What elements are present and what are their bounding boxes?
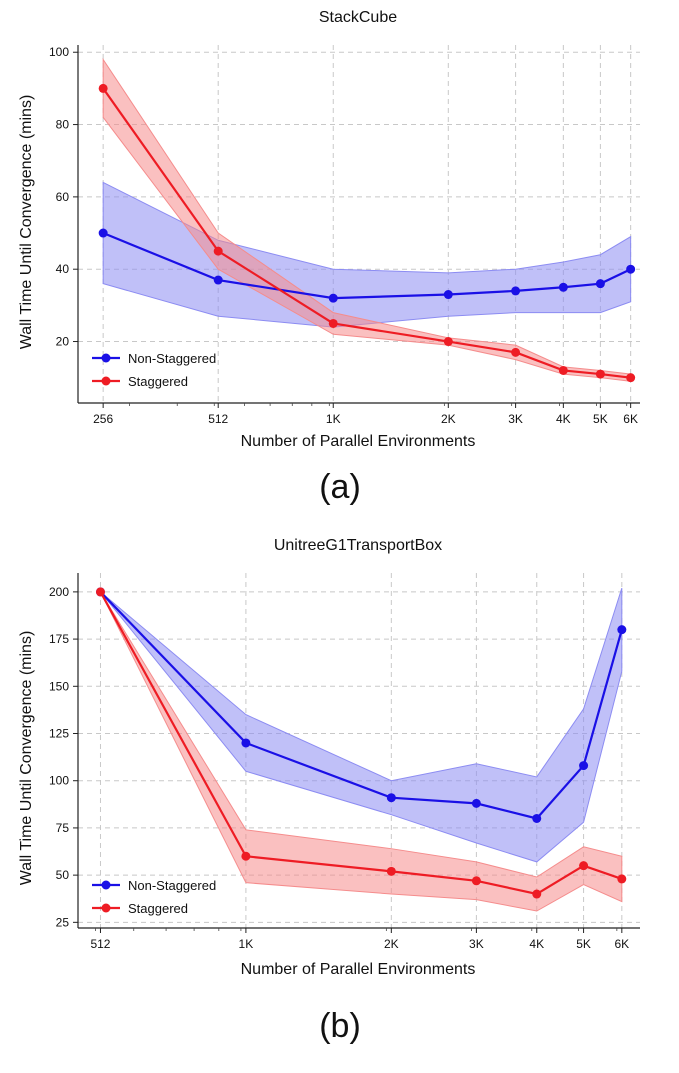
legend-label-b-0: Non-Staggered: [128, 878, 216, 893]
y-tick-label-b-5: 150: [49, 679, 69, 693]
data-point-a-1-7: [626, 373, 636, 383]
x-tick-label-a-1: 512: [208, 412, 228, 426]
band-a-1: [102, 57, 632, 382]
data-point-a-0-6: [595, 279, 605, 289]
y-tick-label-a-3: 80: [56, 118, 70, 132]
data-point-b-1-3: [471, 876, 481, 886]
data-point-b-1-1: [241, 851, 251, 861]
data-point-a-0-4: [511, 286, 521, 296]
data-point-a-1-4: [511, 347, 521, 357]
data-point-b-1-0: [95, 587, 105, 597]
x-tick-label-b-0: 512: [90, 937, 110, 951]
data-point-b-1-5: [579, 861, 589, 871]
data-point-b-0-3: [471, 798, 481, 808]
plot-area-a: 20 40 60 80 100 256 512 1K 2K 3K 4K 5K 6K Non-Stagger…: [49, 45, 640, 426]
chart-stackcube: StackCube 20 40 60 80 100 256 512 1K 2K 3K 4K 5K 6K N…: [18, 9, 640, 506]
legend-label-a-1: Staggered: [128, 374, 188, 389]
y-tick-label-b-1: 50: [56, 868, 70, 882]
chart-title-a: StackCube: [319, 9, 397, 26]
legend-marker-a-0: [101, 353, 111, 363]
chart-unitree: UnitreeG1TransportBox 25 50 75 100 125 150 175…: [18, 537, 640, 1045]
data-point-a-1-2: [328, 318, 338, 328]
legend-marker-a-1: [101, 376, 111, 386]
data-point-a-0-5: [558, 282, 568, 292]
data-point-a-1-1: [213, 246, 223, 256]
data-point-a-1-6: [595, 369, 605, 379]
data-point-b-1-2: [386, 866, 396, 876]
data-point-a-0-3: [443, 290, 453, 300]
data-point-a-0-1: [213, 275, 223, 285]
y-tick-label-b-6: 175: [49, 632, 69, 646]
x-tick-label-a-7: 6K: [623, 412, 638, 426]
data-point-b-0-1: [241, 738, 251, 748]
y-tick-label-a-0: 20: [56, 335, 70, 349]
y-tick-label-a-1: 40: [56, 262, 70, 276]
x-tick-label-a-4: 3K: [508, 412, 523, 426]
data-point-a-1-3: [443, 337, 453, 347]
legend-marker-b-0: [101, 880, 111, 890]
y-tick-label-a-4: 100: [49, 45, 69, 59]
x-axis-label-b: Number of Parallel Environments: [241, 961, 476, 978]
data-point-a-1-5: [558, 365, 568, 375]
y-axis-label-b: Wall Time Until Convergence (mins): [18, 631, 35, 886]
y-tick-label-a-2: 60: [56, 190, 70, 204]
data-point-b-1-4: [532, 889, 542, 899]
data-point-a-0-7: [626, 264, 636, 274]
y-tick-label-b-0: 25: [56, 915, 70, 929]
series-line-a-1: [102, 87, 631, 379]
x-tick-label-b-2: 2K: [384, 937, 399, 951]
data-point-b-0-4: [532, 813, 542, 823]
x-tick-label-b-1: 1K: [239, 937, 254, 951]
legend-label-a-0: Non-Staggered: [128, 351, 216, 366]
x-tick-label-a-2: 1K: [326, 412, 341, 426]
x-tick-label-a-5: 4K: [556, 412, 571, 426]
y-axis-label-a: Wall Time Until Convergence (mins): [18, 95, 35, 350]
series-line-a-0: [102, 232, 632, 300]
y-tick-label-b-7: 200: [49, 585, 69, 599]
x-tick-label-a-6: 5K: [593, 412, 608, 426]
data-point-b-0-6: [617, 625, 627, 635]
x-tick-label-b-5: 5K: [576, 937, 591, 951]
data-point-b-0-5: [579, 761, 589, 771]
data-point-a-0-2: [328, 293, 338, 303]
data-point-a-0-0: [98, 228, 108, 238]
plot-area-b: 25 50 75 100 125 150 175 200 512 1K 2K 3K 4K 5K 6K Non-…: [49, 573, 640, 951]
x-axis-label-a: Number of Parallel Environments: [241, 433, 476, 450]
data-point-a-1-0: [98, 83, 108, 93]
band-b-1: [100, 591, 623, 912]
y-tick-label-b-2: 75: [56, 821, 70, 835]
x-tick-label-b-6: 6K: [614, 937, 629, 951]
x-tick-label-b-3: 3K: [469, 937, 484, 951]
legend-marker-b-1: [101, 903, 111, 913]
caption-a: (a): [319, 468, 361, 506]
data-point-b-0-2: [386, 793, 396, 803]
caption-b: (b): [319, 1007, 361, 1045]
x-tick-label-a-0: 256: [93, 412, 113, 426]
x-tick-label-b-4: 4K: [529, 937, 544, 951]
data-point-b-1-6: [617, 874, 627, 884]
legend-label-b-1: Staggered: [128, 901, 188, 916]
y-tick-label-b-4: 125: [49, 727, 69, 741]
x-tick-label-a-3: 2K: [441, 412, 456, 426]
chart-title-b: UnitreeG1TransportBox: [274, 537, 442, 554]
y-tick-label-b-3: 100: [49, 774, 69, 788]
